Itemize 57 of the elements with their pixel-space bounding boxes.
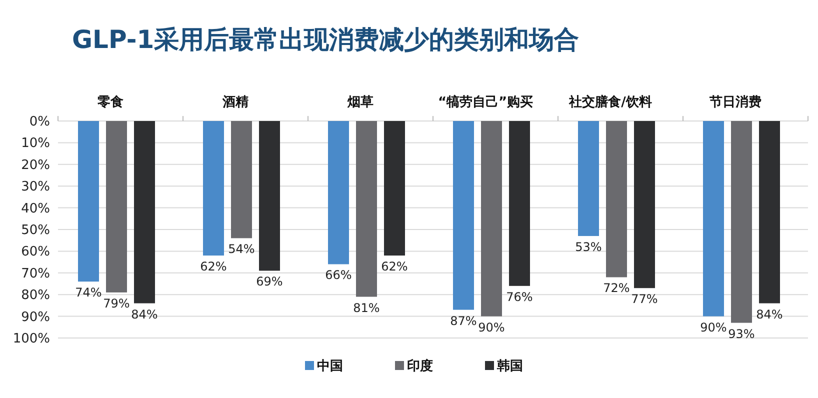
x-tick-label: 酒精 (222, 94, 248, 110)
y-tick-label: 70% (21, 266, 50, 282)
text: 74% (75, 286, 102, 300)
text: 76% (506, 290, 533, 304)
bar (106, 121, 127, 292)
bar (481, 121, 502, 316)
text: 93% (728, 326, 755, 341)
text: 90% (700, 320, 727, 334)
x-tick-label: 烟草 (346, 95, 374, 110)
legend-label: 韩国 (496, 359, 523, 374)
y-tick-label: 10% (21, 136, 50, 152)
title: GLP-1采用后最常出现消费减少的类别和场合 (72, 25, 580, 54)
y-tick-label: 50% (21, 223, 50, 238)
y-tick-label: 0% (29, 114, 50, 130)
x-tick-label: 零食 (96, 95, 124, 110)
bar (703, 121, 724, 316)
text: 84% (131, 307, 158, 322)
bar (578, 121, 599, 236)
text: 79% (103, 296, 130, 310)
bar (606, 121, 627, 278)
text: 90% (478, 320, 505, 334)
bar (203, 121, 224, 256)
text: 72% (603, 281, 630, 296)
bar (231, 121, 252, 238)
y-tick-label: 90% (21, 310, 50, 325)
y-tick-label: 100% (12, 332, 50, 346)
y-tick-label: 30% (21, 180, 50, 195)
text: 62% (200, 260, 227, 274)
bar (259, 121, 280, 271)
bar (453, 121, 474, 310)
bar (134, 121, 155, 304)
bar (384, 121, 405, 256)
text: 84% (756, 307, 783, 322)
text: 77% (631, 292, 658, 306)
bar (509, 121, 530, 286)
text: 69% (256, 274, 283, 289)
y-tick-label: 60% (21, 244, 50, 260)
text: 54% (228, 242, 255, 256)
bar (78, 121, 99, 282)
text: 53% (575, 240, 602, 254)
y-tick-label: 20% (21, 158, 50, 173)
y-tick-label: 40% (21, 201, 50, 216)
text: 62% (381, 260, 408, 274)
text: 66% (325, 268, 352, 282)
y-tick-label: 80% (21, 288, 50, 304)
x-tick-label: “犒劳自己”购买 (438, 94, 534, 110)
x-tick-label: 节日消费 (708, 95, 762, 110)
text: 87% (450, 314, 477, 328)
bar (759, 121, 780, 304)
legend-label: 中国 (317, 359, 343, 374)
bar (634, 121, 655, 288)
bar (356, 121, 377, 297)
text: 81% (353, 300, 380, 315)
legend-label: 印度 (407, 358, 433, 374)
bar (731, 121, 752, 323)
x-tick-label: 社交膳食/饮料 (568, 94, 652, 110)
bar (328, 121, 349, 264)
